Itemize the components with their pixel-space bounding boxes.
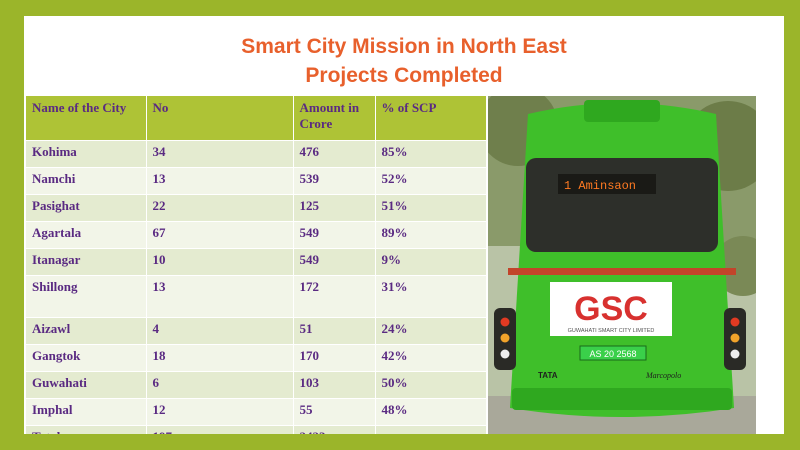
cell-no: 12 [146,398,294,426]
cell-city: Total [26,425,147,434]
table-row-total: Total 197 2423 -- [26,425,487,434]
bus-body [510,103,734,417]
cell-amount: 549 [293,221,376,249]
bus-illustration: 1 Aminsaon GSC GUWAHATI SMART CITY LIMIT… [488,96,756,434]
table-row: Pasighat 22 125 51% [26,194,487,222]
cell-city: Pasighat [26,194,147,222]
projects-table: Name of the City No Amount in Crore % of… [26,96,487,434]
table-row: Gangtok 18 170 42% [26,344,487,372]
table-row: Itanagar 10 549 9% [26,248,487,276]
cell-city: Kohima [26,140,147,168]
slide-title: Smart City Mission in North East Project… [154,32,654,90]
table-row: Kohima 34 476 85% [26,140,487,168]
cell-scp: 89% [375,221,487,249]
cell-scp: 50% [375,371,487,399]
cell-city: Gangtok [26,344,147,372]
cell-scp: 42% [375,344,487,372]
header-amount: Amount in Crore [293,96,376,141]
cell-amount: 476 [293,140,376,168]
cell-scp: 52% [375,167,487,195]
cell-no: 22 [146,194,294,222]
rear-window [526,158,718,252]
cell-city: Agartala [26,221,147,249]
cell-amount: 539 [293,167,376,195]
title-line-1: Smart City Mission in North East [241,35,567,58]
license-plate [579,345,647,361]
table-row: Agartala 67 549 89% [26,221,487,249]
cell-no: 10 [146,248,294,276]
cell-scp: 9% [375,248,487,276]
cell-city: Guwahati [26,371,147,399]
cell-city: Aizawl [26,317,147,345]
cell-amount: 172 [293,275,376,318]
cell-amount: 170 [293,344,376,372]
cell-city: Shillong [26,275,147,318]
table-row: Aizawl 4 51 24% [26,317,487,345]
cell-scp: 85% [375,140,487,168]
table-row: Imphal 12 55 48% [26,398,487,426]
table-row: Guwahati 6 103 50% [26,371,487,399]
cell-amount: 2423 [293,425,376,434]
header-city: Name of the City [26,96,147,141]
tata-badge: TATA [538,371,558,380]
cell-city: Itanagar [26,248,147,276]
cell-no: 13 [146,167,294,195]
light-amber [730,333,740,343]
light-amber [500,333,510,343]
plate-text: AS 20 2568 [589,349,636,359]
bus-roof-unit [584,100,660,122]
light-white [730,349,740,359]
destination-display [558,174,656,194]
table-row: Shillong 13 172 31% [26,275,487,318]
table-header-row: Name of the City No Amount in Crore % of… [26,96,487,141]
light-red [500,317,510,327]
cell-amount: 549 [293,248,376,276]
destination-text: 1 Aminsaon [564,179,636,193]
cell-no: 67 [146,221,294,249]
cell-scp: -- [375,425,487,434]
gsc-logo-panel [550,282,672,336]
cell-no: 18 [146,344,294,372]
cell-scp: 31% [375,275,487,318]
cell-city: Imphal [26,398,147,426]
cell-no: 34 [146,140,294,168]
cell-scp: 24% [375,317,487,345]
cell-amount: 55 [293,398,376,426]
cell-city: Namchi [26,167,147,195]
light-white [500,349,510,359]
gsc-logo-letters: GSC [574,290,648,328]
cell-amount: 103 [293,371,376,399]
cell-scp: 48% [375,398,487,426]
cell-no: 6 [146,371,294,399]
red-stripe [508,268,736,275]
marcopolo-badge: Marcopolo [645,371,681,380]
cell-amount: 51 [293,317,376,345]
title-line-2: Projects Completed [305,64,503,87]
slide: Smart City Mission in North East Project… [24,16,784,434]
cell-no: 13 [146,275,294,318]
cell-amount: 125 [293,194,376,222]
header-scp: % of SCP [375,96,487,141]
header-no: No [146,96,294,141]
bumper [512,388,732,410]
cell-no: 4 [146,317,294,345]
gsc-logo-subtext: GUWAHATI SMART CITY LIMITED [568,328,655,334]
cell-scp: 51% [375,194,487,222]
cell-no: 197 [146,425,294,434]
table-row: Namchi 13 539 52% [26,167,487,195]
bus-photo: 1 Aminsaon GSC GUWAHATI SMART CITY LIMIT… [488,96,756,434]
light-red [730,317,740,327]
